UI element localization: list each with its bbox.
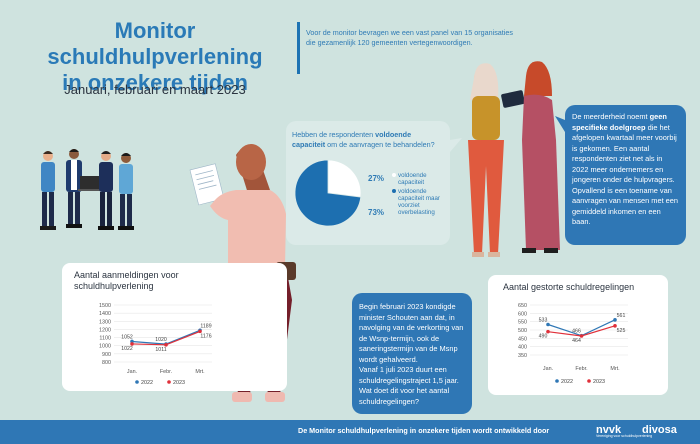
- wsnp-text: Begin februari 2023 kondigde minister Sc…: [359, 302, 467, 407]
- registrations-x-tick-label: Mrt.: [195, 369, 204, 375]
- pie-legend-swatch-2: [392, 189, 396, 193]
- registrations-y-tick-label: 1500: [99, 303, 111, 309]
- settlements-y-tick-label: 500: [518, 328, 527, 334]
- page-subtitle: Januari, februari en maart 2023: [64, 82, 246, 97]
- nvvk-logo: nvvk Vereniging voor schuldhulpverlening: [596, 424, 652, 438]
- wsnp-paragraph-1: Begin februari 2023 kondigde minister Sc…: [359, 302, 464, 364]
- registrations-point-2023: [164, 343, 168, 347]
- settlements-legend-swatch-2023: [587, 379, 591, 383]
- majority-text: De meerderheid noemt geen specifieke doe…: [572, 112, 679, 226]
- registrations-x-tick-label: Jan.: [127, 369, 137, 375]
- settlements-point-2022: [613, 318, 617, 322]
- settlements-legend-swatch-2022: [555, 379, 559, 383]
- settlements-y-tick-label: 600: [518, 311, 527, 317]
- registrations-data-label: 1011: [155, 347, 166, 353]
- nvvk-logo-subtext: Vereniging voor schuldhulpverlening: [596, 434, 653, 438]
- settlements-legend-label-2023: 2023: [593, 379, 605, 385]
- wsnp-paragraph-2: Vanaf 1 juli 2023 duurt een schuldregeli…: [359, 365, 459, 406]
- capacity-question: Hebben de respondenten voldoende capacit…: [292, 130, 435, 149]
- footer-bar: [0, 420, 700, 444]
- settlements-point-2023: [546, 329, 550, 334]
- settlements-y-tick-label: 450: [518, 336, 527, 342]
- page-title: Monitor schuldhulpverlening in onzekere …: [20, 18, 290, 96]
- settlements-x-tick-label: Mrt.: [610, 366, 619, 372]
- registrations-chart-title: Aantal aanmeldingen voor schuldhulpverle…: [74, 270, 179, 291]
- registrations-data-label: 1020: [155, 337, 167, 343]
- pie-legend-item-1: voldoende capaciteit: [392, 172, 447, 186]
- settlements-data-label: 533: [539, 318, 548, 324]
- registrations-y-tick-label: 1100: [99, 336, 111, 342]
- settlements-x-tick-label: Febr.: [575, 366, 587, 372]
- registrations-legend-swatch-2022: [135, 380, 139, 384]
- pie-legend-label-1: voldoende capaciteit: [398, 172, 427, 186]
- registrations-y-tick-label: 1200: [99, 327, 111, 333]
- settlements-y-tick-label: 400: [518, 345, 527, 351]
- registrations-x-tick-label: Febr.: [160, 369, 172, 375]
- title-line-1: Monitor schuldhulpverlening: [47, 18, 263, 69]
- footer-text: De Monitor schuldhulpverlening in onzeke…: [298, 426, 550, 435]
- registrations-card-shape: [62, 263, 287, 391]
- intro-line-2: die gezamenlijk 120 gemeenten vertegenwo…: [306, 38, 473, 47]
- registrations-data-label: 1022: [121, 346, 133, 352]
- majority-card-shape: [555, 105, 686, 245]
- pie-legend-label-2: voldoende capaciteit maar voorziet overb…: [398, 188, 440, 216]
- two-women-illustration: [468, 61, 560, 257]
- registrations-line-chart: 1500 1400 1300 1200 1100 1000 900 800 Jan. Febr. M…: [99, 303, 212, 386]
- pie-value-label-1: 27%: [368, 174, 385, 183]
- capacity-pie-chart: [294, 159, 362, 227]
- registrations-y-tick-label: 1000: [99, 344, 111, 350]
- registrations-y-tick-label: 1400: [99, 311, 111, 317]
- settlements-point-2023: [579, 334, 584, 338]
- settlements-line-chart: 650 600 550 500 450 400 350 Jan. Febr. Mrt. 533 466…: [518, 303, 628, 385]
- registrations-legend-swatch-2023: [167, 380, 171, 384]
- pie-legend-item-2: voldoende capaciteit maar voorziet overb…: [392, 188, 447, 216]
- intro-line-1: Voor de monitor bevragen we een vast pan…: [306, 28, 513, 37]
- registrations-point-2023: [198, 329, 202, 334]
- settlements-chart-title: Aantal gestorte schuldregelingen: [503, 282, 635, 292]
- settlements-point-2022: [546, 322, 550, 327]
- settlements-y-tick-label: 550: [518, 320, 527, 326]
- pie-legend: voldoende capaciteit voldoende capacitei…: [392, 172, 447, 216]
- divosa-logo: divosa: [642, 424, 677, 436]
- title-divider: [297, 22, 300, 74]
- registrations-legend-label-2022: 2022: [141, 380, 153, 386]
- settlements-y-tick-label: 650: [518, 303, 527, 309]
- registrations-data-label: 1052: [121, 334, 133, 340]
- settlements-legend-label-2022: 2022: [561, 379, 573, 385]
- settlements-data-label: 561: [617, 313, 626, 319]
- registrations-y-tick-label: 1300: [99, 319, 111, 325]
- settlements-data-label: 490: [539, 334, 548, 340]
- registrations-data-label: 1176: [200, 333, 211, 339]
- pie-slice-1: [327, 159, 362, 198]
- registrations-y-tick-label: 900: [102, 352, 111, 358]
- pie-legend-swatch-1: [392, 173, 396, 177]
- settlements-x-tick-label: Jan.: [543, 366, 553, 372]
- intro-text: Voor de monitor bevragen we een vast pan…: [306, 28, 526, 48]
- wsnp-card-shape: [352, 293, 472, 414]
- title-line-2: in onzekere tijden: [62, 70, 248, 95]
- registrations-legend-label-2023: 2023: [173, 380, 185, 386]
- group-people-illustration: [40, 149, 134, 230]
- registrations-y-tick-label: 800: [102, 360, 111, 366]
- pie-slice-2: [294, 159, 362, 227]
- pie-value-label-2: 73%: [368, 208, 385, 217]
- nvvk-logo-text: nvvk: [596, 424, 622, 436]
- settlements-data-label: 464: [572, 338, 581, 344]
- registrations-data-label: 1189: [200, 323, 211, 329]
- settlements-y-tick-label: 350: [518, 353, 527, 359]
- settlements-data-label: 466: [572, 329, 581, 335]
- settlements-data-label: 525: [617, 328, 626, 334]
- registrations-point-2023: [130, 342, 134, 346]
- settlements-point-2023: [613, 324, 617, 328]
